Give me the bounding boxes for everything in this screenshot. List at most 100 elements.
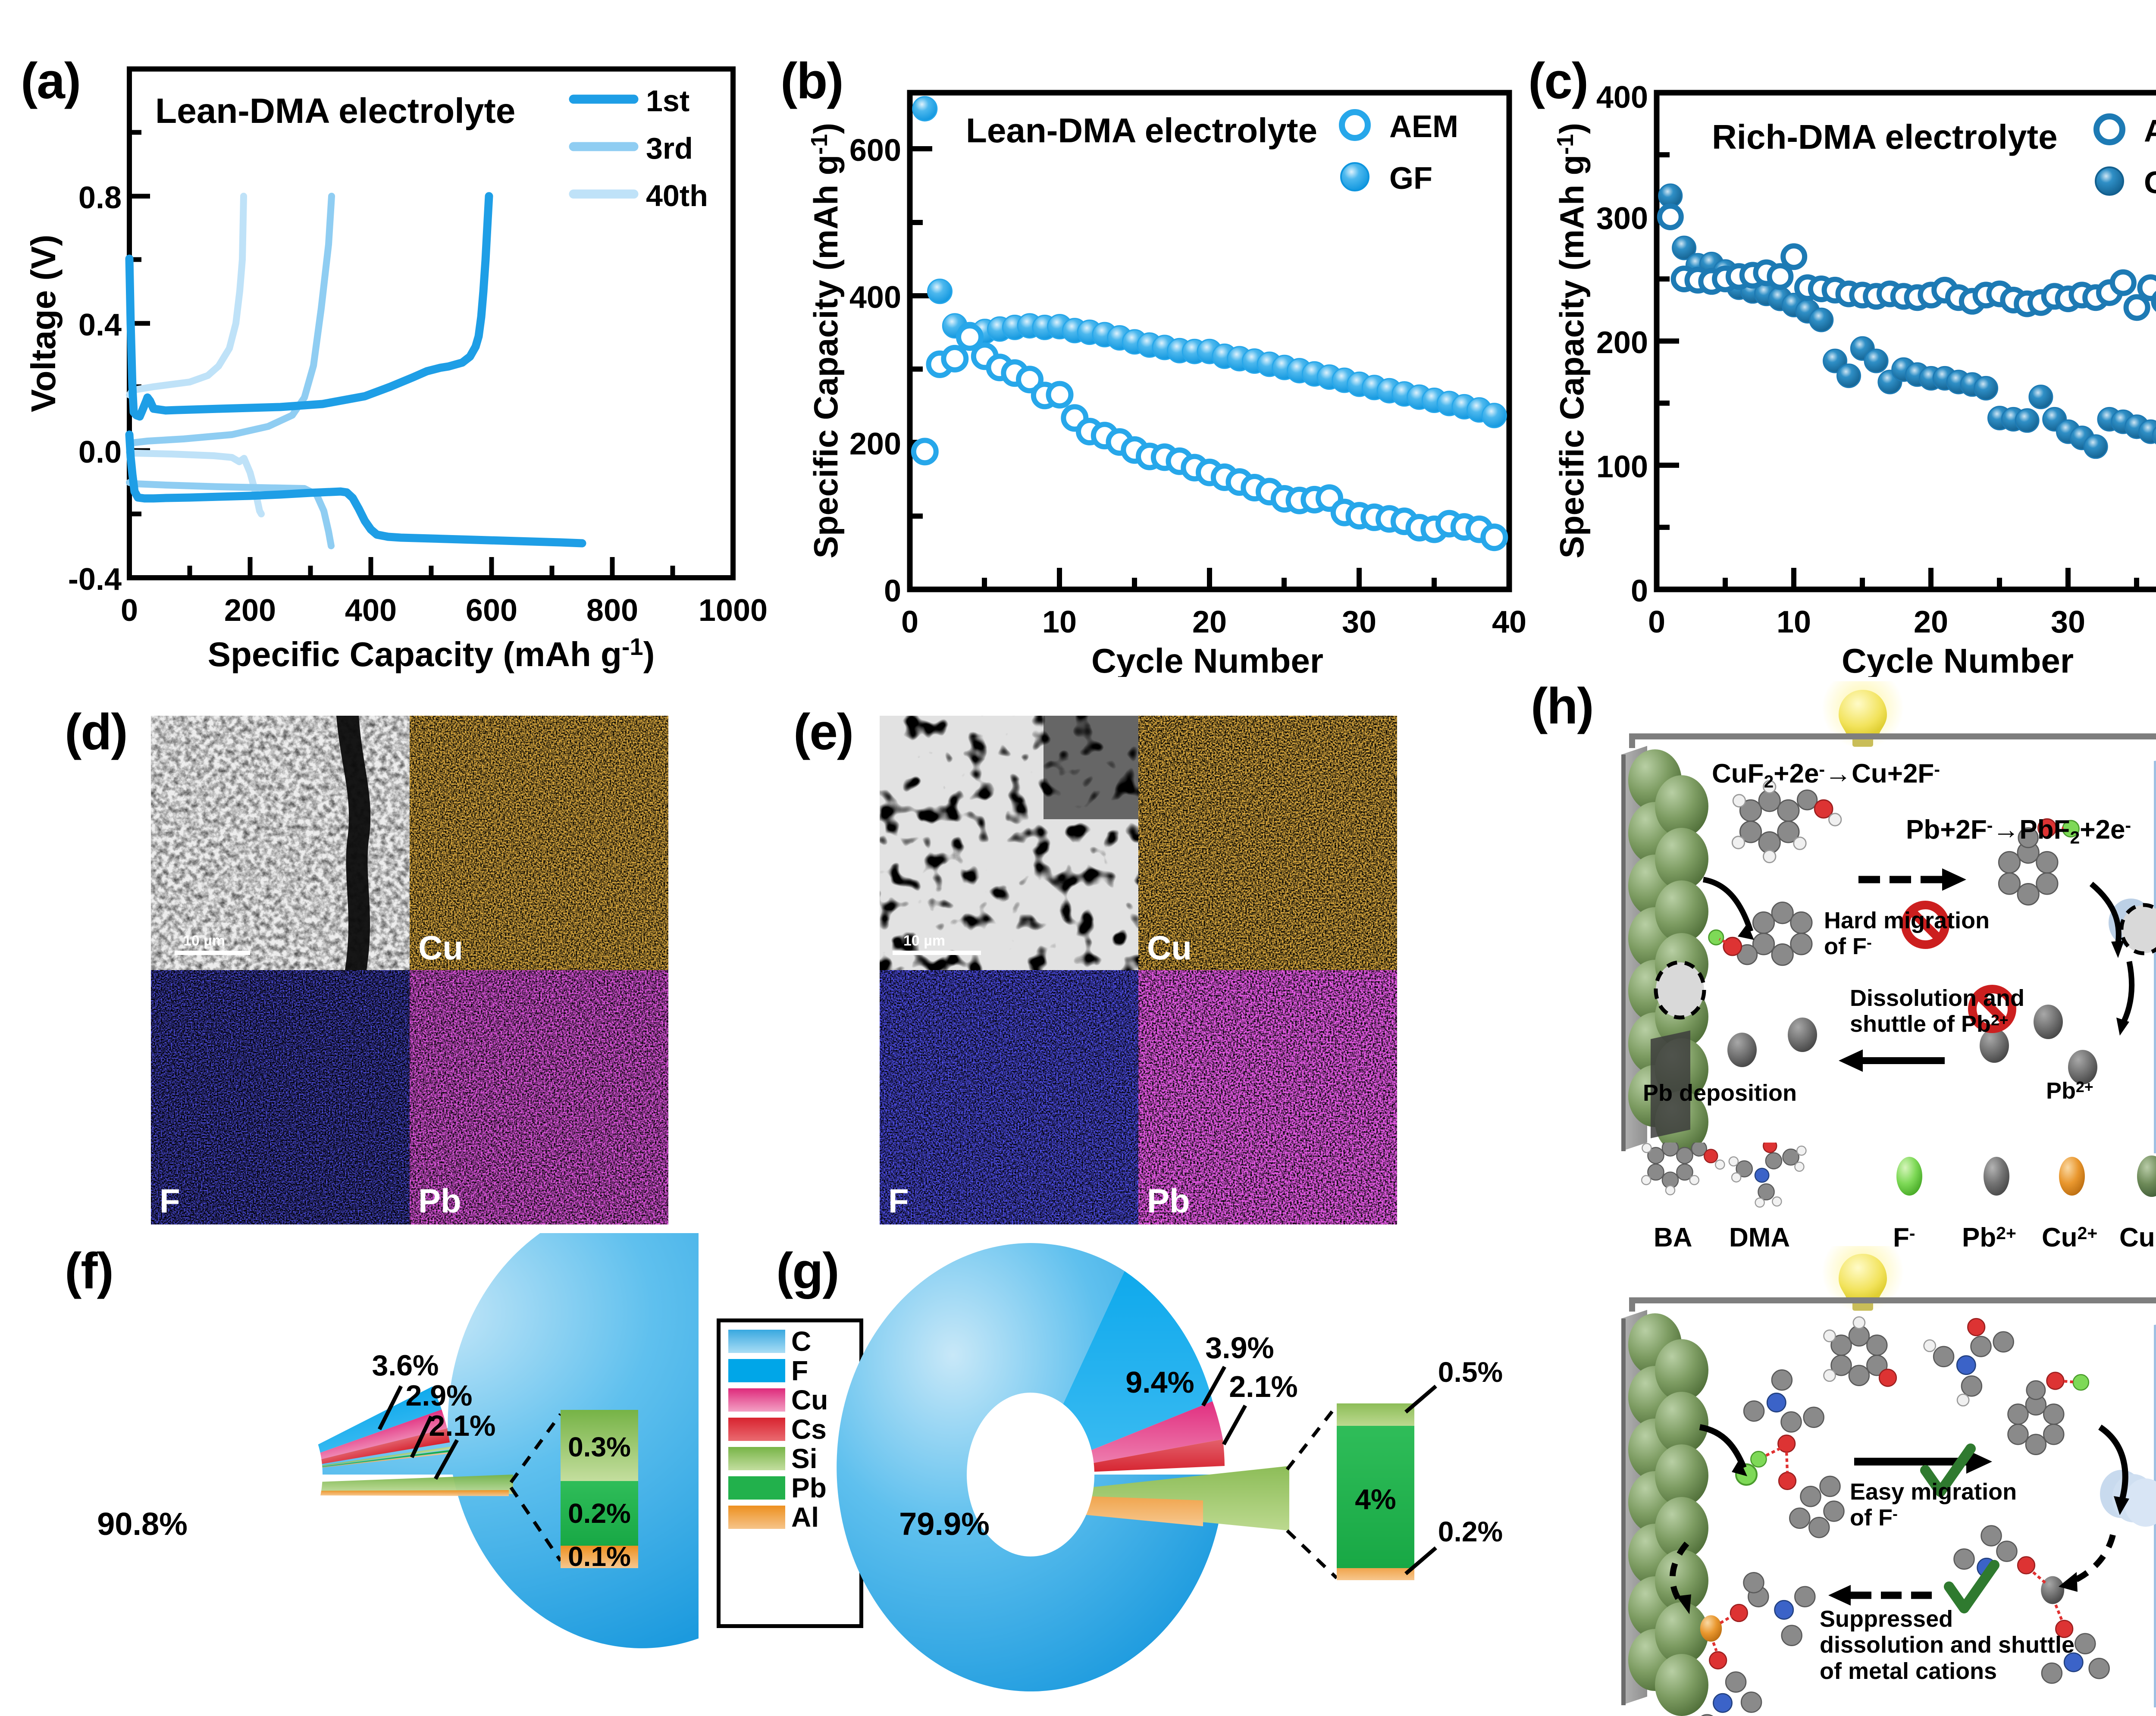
f-ion-icon (1896, 1157, 1922, 1196)
panel-e-scalebar-label: 10 µm (903, 933, 945, 949)
panel-e-label: (e) (793, 703, 853, 761)
panel-h-species-legend-icons (1639, 1143, 2156, 1229)
panel-b-title: Lean-DMA electrolyte (966, 111, 1317, 150)
panel-h-eq2: Pb+2F-→PbF2+2e- (1906, 815, 2131, 848)
panel-e-map-label-f: F (888, 1182, 909, 1220)
panel-e-eds-maps: 10 µm Cu F Pb (880, 716, 1397, 1224)
panel-h-note-easy-migration: Easy migration of F- (1850, 1479, 2017, 1531)
check-icon-2 (1949, 1565, 1994, 1608)
panel-c-xtick-0: 0 (1648, 605, 1665, 639)
panel-b-ylabel: Specific Capacity (mAh g-1) (806, 123, 845, 558)
panel-a-plot: Lean-DMA electrolyte 1st 3rd 40th -0.4 0… (0, 0, 768, 677)
data-point (1865, 349, 1888, 373)
panel-g-pie: 0.5% 4% 0.2% 9.4% 3.9% 2.1% 79.9% (772, 1233, 1505, 1709)
panel-a-xtick-5: 1000 (699, 593, 768, 628)
data-point (2029, 385, 2053, 409)
panel-d-label: (d) (65, 703, 127, 761)
data-point (1482, 404, 1506, 428)
panel-h-note-hard-migration: Hard migration of F- (1824, 908, 1990, 960)
panel-a-label: (a) (21, 52, 80, 110)
data-point (1837, 364, 1861, 388)
legend-item-aem: AEM (2144, 114, 2156, 148)
panel-d-map-label-f: F (160, 1182, 180, 1220)
panel-c-ytick-0: 0 (1631, 574, 1648, 608)
panel-h-eq1: CuF2+2e-→Cu+2F- (1712, 759, 1940, 792)
panel-h: (h) (1522, 673, 2156, 1709)
panel-b-ytick-0: 0 (884, 574, 901, 608)
data-point (2153, 291, 2156, 312)
data-point (943, 348, 966, 370)
panel-a-xtick-4: 800 (586, 593, 638, 628)
panel-g-main-label: 79.9% (899, 1506, 990, 1542)
panel-g-bar-label-0: 0.5% (1438, 1356, 1503, 1388)
dma-f-complex (1744, 1370, 1844, 1538)
panel-b-ytick-3: 600 (849, 133, 901, 168)
panel-b-xtick-0: 0 (901, 605, 918, 639)
pb-ion-icon (1984, 1157, 2009, 1196)
panel-b-ytick-1: 200 (849, 427, 901, 461)
cu-ion-icon (2059, 1157, 2085, 1196)
panel-c-xtick-3: 30 (2051, 605, 2085, 639)
panel-c-xtick-2: 20 (1914, 605, 1948, 639)
legend-item-3rd: 3rd (646, 132, 693, 165)
panel-b-plot: Lean-DMA electrolyte AEM GF 0 200 400 60… (772, 0, 1531, 677)
panel-a-xtick-1: 200 (224, 593, 276, 628)
legend-item-aem: AEM (1389, 110, 1458, 144)
panel-f-main-label: 90.8% (97, 1506, 188, 1542)
panel-c-label: (c) (1528, 52, 1588, 110)
data-point (2084, 435, 2107, 458)
panel-c-ytick-4: 400 (1596, 80, 1648, 115)
panel-b-ytick-2: 400 (849, 280, 901, 315)
panel-b-legend: AEM GF (1341, 110, 1458, 196)
legend-item-40th: 40th (646, 179, 708, 213)
panel-c-title: Rich-DMA electrolyte (1712, 118, 2058, 156)
panel-b-label: (b) (780, 52, 843, 110)
data-point (1974, 376, 1998, 400)
panel-b-xlabel: Cycle Number (1091, 642, 1323, 677)
data-point (2015, 409, 2039, 432)
legend-item-gf: GF (2144, 166, 2156, 200)
panel-g: (g) (772, 1233, 1505, 1709)
data-point (1769, 266, 1791, 287)
panel-f: (f) (0, 1233, 699, 1709)
panel-a-xtick-0: 0 (121, 593, 138, 628)
data-point (913, 97, 937, 121)
panel-b-xtick-1: 10 (1042, 605, 1077, 639)
panel-a-ylabel: Voltage (V) (24, 235, 63, 412)
panel-h-note-suppressed: Suppressed dissolution and shuttle of me… (1820, 1606, 2075, 1684)
data-point (928, 279, 952, 304)
panel-b-xtick-2: 20 (1192, 605, 1227, 639)
panel-b-xtick-3: 30 (1342, 605, 1376, 639)
data-point (1049, 384, 1071, 406)
dma-cu-complex (1697, 1572, 1815, 1716)
panel-g-callout-1: 3.9% (1205, 1331, 1274, 1365)
dma-molecule-bottom-1 (1924, 1318, 2014, 1406)
panel-a-title: Lean-DMA electrolyte (155, 91, 515, 131)
data-point (1783, 246, 1805, 267)
data-point (1810, 308, 1833, 332)
data-point (1660, 206, 1681, 228)
panel-d-map-label-pb: Pb (418, 1182, 461, 1220)
panel-g-callout-0: 9.4% (1125, 1365, 1194, 1399)
panel-a-ytick-3: 0.8 (78, 181, 122, 215)
data-point (2126, 297, 2148, 318)
legend-item-gf: GF (1389, 161, 1432, 196)
legend-item-1st: 1st (646, 84, 689, 118)
panel-c-xtick-1: 10 (1777, 605, 1811, 639)
panel-e-map-label-cu: Cu (1147, 929, 1192, 967)
panel-c-legend: AEM GF (2096, 114, 2156, 200)
panel-h-caption-pb-deposition: Pb deposition (1643, 1080, 1797, 1106)
panel-c-ytick-1: 100 (1596, 450, 1648, 484)
data-point (1483, 526, 1505, 548)
panel-b-xtick-4: 40 (1492, 605, 1526, 639)
panel-f-callout-2: 2.1% (429, 1409, 496, 1442)
panel-b: (b) (772, 0, 1531, 677)
data-point (2112, 272, 2134, 294)
panel-a-xtick-3: 600 (466, 593, 517, 628)
panel-a-ytick-2: 0.4 (78, 308, 122, 342)
panel-a-xtick-2: 400 (345, 593, 397, 628)
panel-e: (e) (772, 690, 1531, 1229)
cuf2-icon (2137, 1155, 2156, 1197)
panel-g-bar-label-2: 0.2% (1438, 1516, 1503, 1547)
panel-h-note-dissolution: Dissolution and shuttle of Pb2+ (1850, 985, 2024, 1037)
